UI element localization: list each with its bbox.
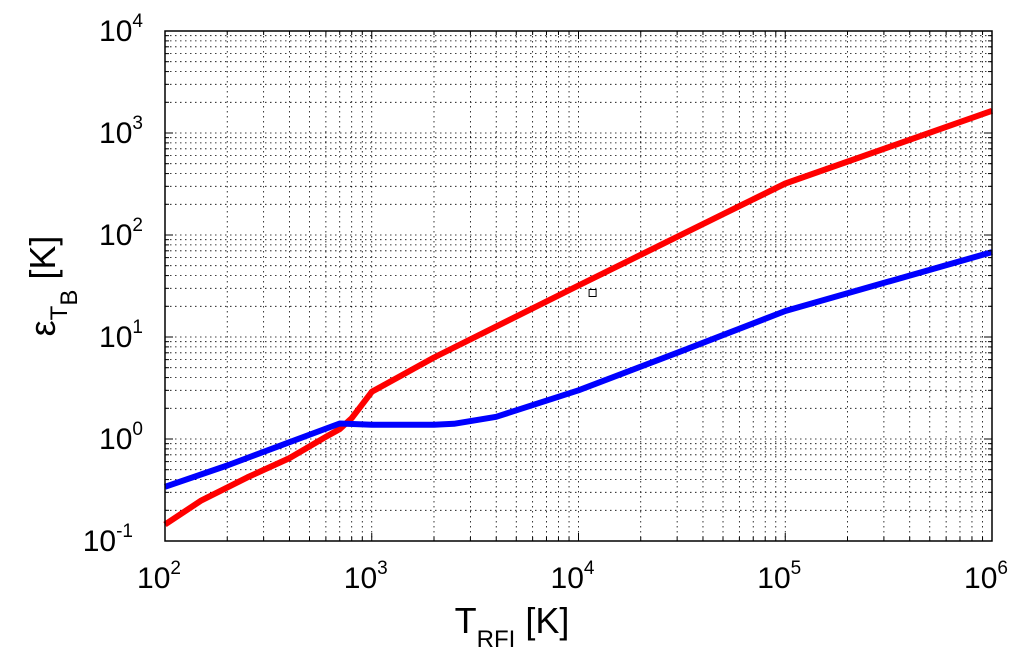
series-layer	[163, 107, 993, 528]
grid	[165, 31, 992, 541]
square-marker	[588, 289, 597, 298]
axis-ticks	[165, 31, 992, 541]
y-axis-label-sub: T	[46, 305, 73, 320]
y-tick-label: 103	[99, 113, 143, 150]
y-tick-label: 104	[99, 11, 143, 48]
y-axis-label-subsub: B	[56, 290, 83, 306]
y-tick-label: 10-1	[83, 521, 133, 558]
y-axis-label: εTB [K]	[22, 236, 83, 337]
annotations	[588, 289, 597, 298]
x-tick-label: 103	[344, 558, 388, 595]
x-axis-label-unit: [K]	[515, 600, 569, 641]
x-axis-label-main: T	[455, 600, 477, 641]
x-tick-label: 106	[964, 558, 1008, 595]
x-axis-label-sub: RFI	[477, 626, 516, 653]
tick-labels: 102 103 104 105 106 10-1 100 101 102 103 104	[83, 11, 1008, 595]
series-line-1	[163, 107, 993, 528]
y-tick-label: 102	[99, 215, 143, 252]
y-axis-label-main: ε	[22, 320, 63, 336]
x-tick-label: 105	[757, 558, 801, 595]
x-tick-label: 104	[551, 558, 595, 595]
series-line-2	[164, 249, 993, 490]
y-axis-label-unit: [K]	[22, 236, 63, 290]
x-tick-label: 102	[137, 558, 181, 595]
x-axis-label: TRFI [K]	[455, 600, 570, 653]
y-tick-label: 101	[99, 317, 143, 354]
y-tick-label: 100	[99, 419, 143, 456]
